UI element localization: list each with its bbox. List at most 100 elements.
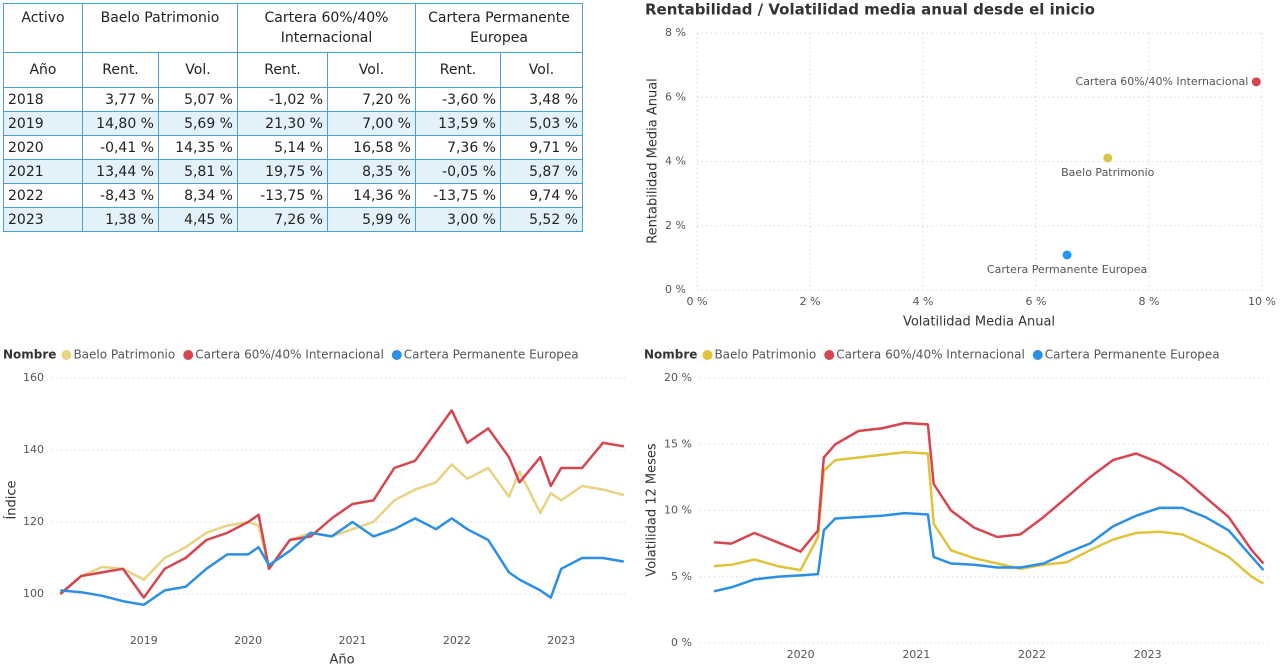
legend-swatch [183,350,194,360]
legend-label: Cartera Permanente Europea [404,348,579,362]
x-tick-label: 0 % [687,295,708,308]
series-line [713,450,1265,585]
table-cell: 7,00 % [327,111,416,136]
table-row: 2018 3,77 % 5,07 % -1,02 % 7,20 % -3,60 % 3,48… [3,87,583,112]
table-cell: 14,80 % [82,111,159,136]
table-cell: 7,26 % [237,207,328,232]
y-tick-label: 100 [23,587,44,600]
table-cell: 13,44 % [82,159,159,184]
series-line [60,517,625,607]
table-cell: 5,14 % [237,135,328,160]
table-cell: 2023 [3,207,83,232]
legend-label: Baelo Patrimonio [714,348,816,362]
table-row: 2023 1,38 % 4,45 % 7,26 % 5,99 % 3,00 % 5,52 % [3,207,583,232]
scatter-point [1103,153,1113,163]
subheader-row: Año Rent. Vol. Rent. Vol. Rent. Vol. [3,52,583,88]
table-cell: -0,41 % [82,135,159,160]
x-tick-label: 2020 [787,648,815,661]
header-row: Activo Baelo Patrimonio Cartera 60%/40% … [3,3,583,53]
y-tick-label: 10 % [664,504,692,517]
table-cell: 14,35 % [158,135,238,160]
y-tick-label: 4 % [665,155,686,168]
table-row: 2021 13,44 % 5,81 % 19,75 % 8,35 % -0,05 % 5,8… [3,159,583,184]
legend-label: Cartera 60%/40% Internacional [836,348,1025,362]
x-tick-label: 2022 [1018,648,1046,661]
point-label: Cartera 60%/40% Internacional [1076,75,1249,88]
y-tick-label: 20 % [664,371,692,384]
legend-swatch [61,350,72,360]
table-cell: 1,38 % [82,207,159,232]
table-cell: 2019 [3,111,83,136]
legend-title: Nombre [644,348,697,362]
table-cell: 5,99 % [327,207,416,232]
x-tick-label: 2023 [1134,648,1162,661]
legend-label: Cartera 60%/40% Internacional [195,348,384,362]
header-cell: Cartera Permanente Europea [415,3,583,53]
point-label: Baelo Patrimonio [1061,166,1155,179]
table-cell: 16,58 % [327,135,416,160]
table-cell: 5,52 % [500,207,583,232]
scatter-point [1251,77,1261,87]
legend-swatch [702,350,713,360]
table-cell: -0,05 % [415,159,501,184]
table-row: 2019 14,80 % 5,69 % 21,30 % 7,00 % 13,59 % 5,0… [3,111,583,136]
y-axis-label: Rentabilidad Media Anual [646,78,661,244]
scatter-point [1062,250,1072,260]
returns-table: Activo Baelo Patrimonio Cartera 60%/40% … [3,3,583,232]
table-cell: 5,07 % [158,87,238,112]
series-line [713,421,1265,565]
legend-label: Cartera Permanente Europea [1045,348,1220,362]
y-tick-label: 5 % [671,570,692,583]
x-tick-label: 2019 [130,634,158,647]
x-tick-label: 2021 [339,634,367,647]
y-tick-label: 140 [23,443,44,456]
legend-swatch [1032,350,1043,360]
x-tick-label: 2 % [800,295,821,308]
y-tick-label: 0 % [671,636,692,649]
series-line [713,506,1265,593]
series-line [59,463,625,595]
header-cell: Activo [3,3,83,53]
table-cell: 5,81 % [158,159,238,184]
subheader-cell: Rent. [237,52,328,88]
table-cell: 5,87 % [500,159,583,184]
legend-title: Nombre [3,348,56,362]
x-tick-label: 2022 [443,634,471,647]
series-line [59,409,625,599]
subheader-cell: Rent. [415,52,501,88]
x-tick-label: 2023 [547,634,575,647]
table-cell: 13,59 % [415,111,501,136]
y-axis-label: Volatilidad 12 Meses [645,443,660,577]
table-body: Activo Baelo Patrimonio Cartera 60%/40% … [3,3,583,232]
x-tick-label: 2021 [902,648,930,661]
x-tick-label: 10 % [1248,295,1276,308]
x-axis-label: Año [329,653,354,668]
table-cell: 9,74 % [500,183,583,208]
table-cell: -13,75 % [415,183,501,208]
chart-title: Rentabilidad / Volatilidad media anual d… [645,1,1095,19]
y-tick-label: 8 % [665,26,686,39]
legend-swatch [824,350,835,360]
point-label: Cartera Permanente Europea [987,263,1147,276]
table-cell: 2021 [3,159,83,184]
table-cell: 19,75 % [237,159,328,184]
subheader-cell: Vol. [158,52,238,88]
y-tick-label: 0 % [665,283,686,296]
subheader-cell: Año [3,52,83,88]
y-tick-label: 2 % [665,219,686,232]
x-tick-label: 6 % [1026,295,1047,308]
y-tick-label: 15 % [664,437,692,450]
y-tick-label: 120 [23,515,44,528]
table-row: 2022 -8,43 % 8,34 % -13,75 % 14,36 % -13,75 %… [3,183,583,208]
table-cell: -8,43 % [82,183,159,208]
legend-swatch [391,350,402,360]
table-cell: 9,71 % [500,135,583,160]
table-cell: -13,75 % [237,183,328,208]
subheader-cell: Rent. [82,52,159,88]
x-tick-label: 4 % [913,295,934,308]
chart: 100 120 140 160 2019 2020 2021 2022 2023 Año Índic… [3,348,628,668]
y-tick-label: 6 % [665,90,686,103]
table-cell: 3,00 % [415,207,501,232]
